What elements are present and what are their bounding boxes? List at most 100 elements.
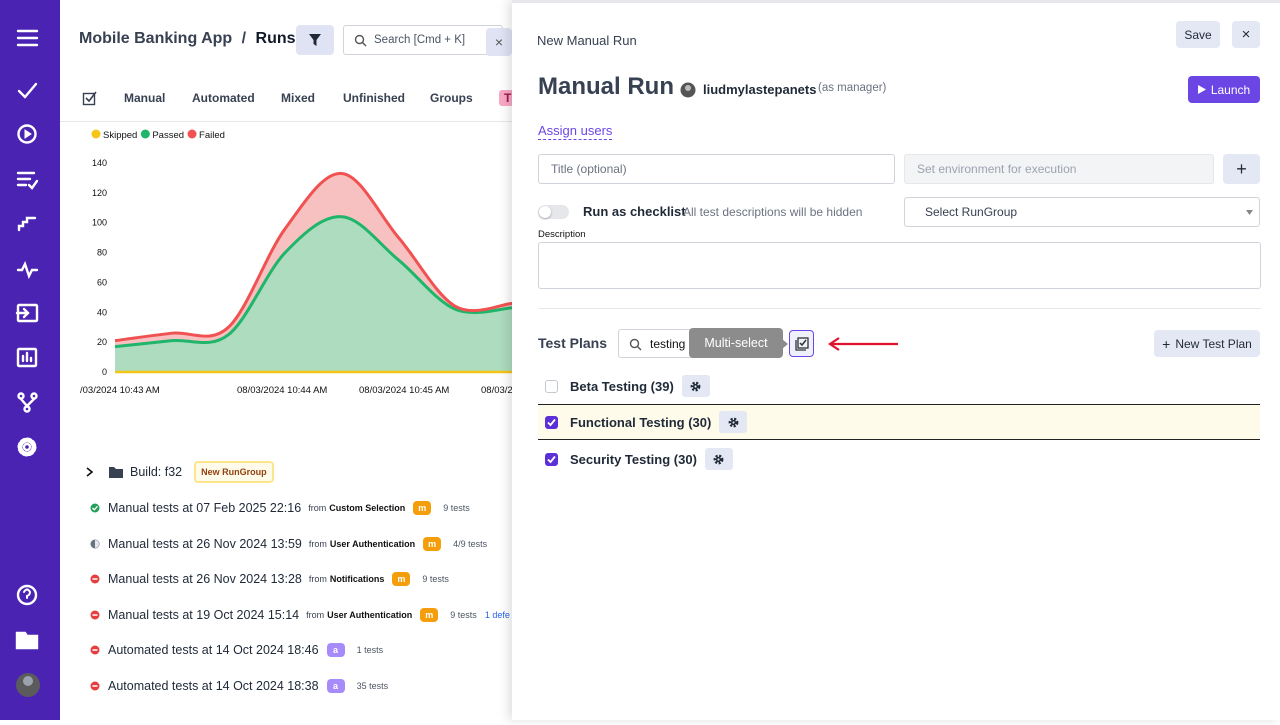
y-tick-label: 120 [92, 188, 107, 198]
y-tick-label: 80 [97, 248, 107, 258]
check-mark [547, 455, 556, 463]
test-plan-name: Beta Testing (39) [570, 378, 674, 394]
plans-icon[interactable] [16, 171, 39, 190]
title-input[interactable]: Title (optional) [538, 154, 895, 184]
run-kind-badge: a [326, 679, 345, 693]
test-plan-name: Functional Testing (30) [570, 414, 712, 430]
legend-marker [187, 129, 197, 139]
runs-icon[interactable] [17, 124, 37, 144]
environment-input[interactable]: Set environment for execution [904, 154, 1214, 184]
import-icon[interactable] [15, 303, 39, 323]
checklist-hint: All test descriptions will be hidden [683, 205, 863, 219]
test-plan-row[interactable]: Beta Testing (39) [538, 368, 1260, 404]
run-source: Custom Selection [329, 503, 406, 513]
gear-icon [690, 381, 701, 391]
status-glyph [95, 539, 99, 548]
group-name: Build: f32 [130, 465, 183, 479]
launch-button[interactable]: Launch [1188, 76, 1260, 103]
run-title: Manual tests at 07 Feb 2025 22:16 [108, 501, 302, 515]
help-icon[interactable] [16, 584, 38, 606]
run-kind-badge: m [392, 572, 411, 587]
steps-icon[interactable] [17, 216, 37, 232]
area [115, 216, 512, 372]
select-all-icon[interactable] [82, 90, 98, 106]
tab[interactable]: Groups [430, 91, 473, 105]
description-textarea[interactable] [538, 242, 1261, 289]
status-glyph [92, 505, 98, 511]
test-plans-label: Test Plans [538, 335, 607, 351]
save-button[interactable]: Save [1176, 21, 1220, 48]
check-mark [547, 418, 556, 426]
tests-icon[interactable] [17, 82, 38, 99]
add-icon: + [1162, 335, 1171, 352]
plan-settings-button[interactable] [704, 448, 733, 470]
multi-select-button[interactable] [789, 330, 814, 357]
y-tick-label: 40 [97, 307, 107, 317]
close-search-button[interactable]: × [486, 28, 512, 56]
tab[interactable]: Unfinished [343, 91, 405, 105]
search-icon [629, 338, 642, 351]
gear-ring [728, 417, 739, 427]
add-environment-button[interactable]: + [1223, 154, 1260, 184]
test-plan-row[interactable]: Security Testing (30) [538, 441, 1260, 477]
run-from: from [308, 503, 327, 513]
run-kind-badge: a [326, 643, 345, 658]
run-row[interactable]: Manual tests at 26 Nov 2024 13:28 from Not… [90, 569, 449, 589]
run-row[interactable]: Automated tests at 14 Oct 2024 18:46 a 1 t… [90, 640, 383, 660]
user-avatar-head [23, 676, 33, 686]
project-name[interactable]: Mobile Banking App [79, 30, 233, 47]
menu-icon[interactable] [16, 29, 39, 47]
check-icon [547, 418, 556, 426]
settings-icon[interactable] [17, 437, 37, 457]
run-defects: 1 defe [484, 609, 510, 620]
plan-settings-button[interactable] [681, 375, 710, 397]
run-row[interactable]: Manual tests at 26 Nov 2024 13:59 from Use… [90, 534, 487, 554]
checkbox[interactable] [545, 415, 558, 429]
test-plan-row[interactable]: Functional Testing (30) [538, 404, 1260, 440]
gear-hole [732, 420, 735, 424]
y-tick-label: 0 [102, 367, 107, 377]
run-group-row[interactable]: Build: f32 New RunGroup [84, 461, 274, 483]
gear-icon [728, 417, 739, 427]
new-test-plan-button[interactable]: + New Test Plan [1154, 330, 1260, 357]
status-icon [90, 574, 100, 584]
close-button[interactable]: × [1232, 21, 1260, 48]
search-input[interactable]: Search [Cmd + K] [343, 25, 503, 55]
breadcrumb: Mobile Banking App / Runs [79, 30, 296, 48]
plan-settings-button[interactable] [719, 411, 748, 433]
tab[interactable]: T [499, 90, 512, 106]
status-icon [90, 610, 100, 620]
run-row[interactable]: Manual tests at 07 Feb 2025 22:16 from Cus… [90, 498, 470, 518]
rungroup-select[interactable]: Select RunGroup [904, 197, 1260, 227]
run-title: Manual tests at 19 Oct 2024 15:14 [108, 607, 300, 622]
run-row[interactable]: Automated tests at 14 Oct 2024 18:38 a 35 … [90, 676, 388, 696]
branches-icon[interactable] [17, 392, 38, 413]
run-count: 4/9 tests [453, 538, 488, 549]
tab[interactable]: Manual [124, 91, 166, 105]
run-title: Automated tests at 14 Oct 2024 18:46 [108, 643, 319, 658]
folder-icon[interactable] [15, 631, 39, 650]
run-count: 9 tests [450, 609, 477, 620]
run-source: User Authentication [329, 538, 416, 549]
run-kind-badge: m [423, 536, 442, 551]
run-title: Manual tests at 26 Nov 2024 13:59 [108, 536, 302, 551]
line [114, 171, 512, 343]
status-icon [90, 681, 100, 691]
checkbox[interactable] [545, 452, 558, 466]
new-run-panel: New Manual Run Save × Manual Run liudmyl… [512, 0, 1280, 720]
tab[interactable]: Mixed [281, 91, 316, 105]
runs-panel: Mobile Banking App / Runs Search [Cmd + … [60, 0, 512, 720]
group-badge: New RunGroup [194, 461, 274, 483]
checklist-toggle[interactable] [538, 205, 569, 219]
user-name: liudmylastepanets [703, 82, 817, 97]
pulse-icon[interactable] [16, 260, 39, 280]
assign-users-link[interactable]: Assign users [538, 123, 613, 140]
run-row[interactable]: Manual tests at 19 Oct 2024 15:14 from Use… [90, 605, 510, 625]
filter-button[interactable] [296, 25, 334, 55]
run-count: 9 tests [422, 574, 449, 585]
tab[interactable]: Automated [192, 91, 255, 105]
checkbox[interactable] [545, 379, 558, 393]
new-test-plan-label: New Test Plan [1175, 336, 1252, 351]
analytics-icon[interactable] [16, 347, 38, 368]
